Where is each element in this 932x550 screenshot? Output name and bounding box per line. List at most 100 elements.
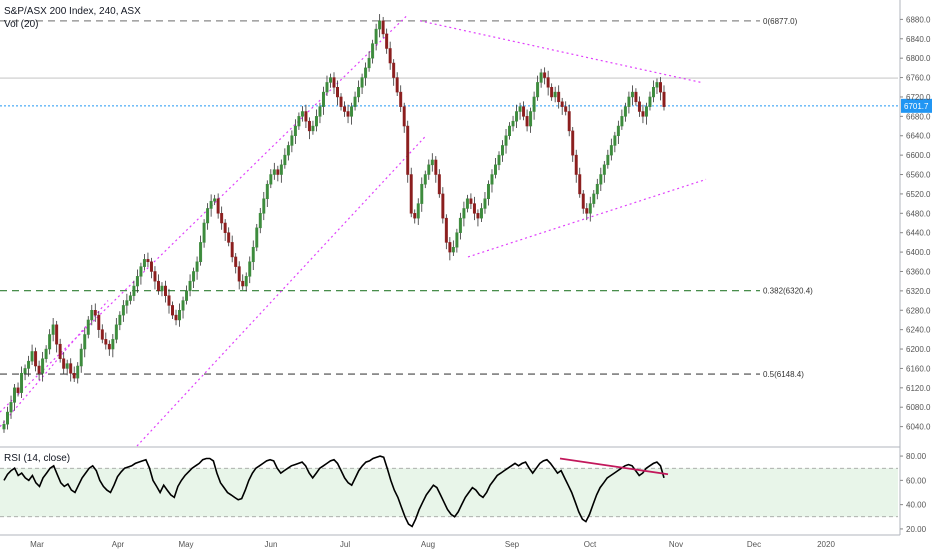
candle-body [553,91,557,98]
candle-body [237,266,241,282]
candle-body [409,174,413,214]
candle-body [244,276,248,287]
candle-body [44,348,48,359]
rsi-tick-label: 20.00 [906,525,927,534]
rsi-label: RSI (14, close) [4,453,71,464]
candle-body [567,111,571,132]
price-overlays: 0(6877.0) 0.382(6320.4) 0.5(6148.4) 6701.7 [0,14,932,447]
candle-body [462,208,466,219]
candle-body [662,91,666,107]
fib-label: 0.382(6320.4) [763,287,813,296]
candle-body [332,77,336,88]
price-tick-label: 6600.0 [906,151,931,160]
candle-body [230,242,234,258]
candle-body [178,310,182,321]
candle-body [501,145,504,156]
candle-body [293,125,297,136]
candle-body [469,198,473,204]
candle-body [167,295,171,306]
candle-body [192,271,196,282]
symbol-title: S&P/ASX 200 Index, 240, ASX [4,6,141,17]
candle-body [490,174,494,185]
candle-body [637,101,641,112]
triangle-upper [419,20,702,83]
candle-body [543,72,547,78]
candle-body [174,314,178,321]
candle-body [479,208,483,219]
candle-body [16,387,20,393]
candle-body [511,120,515,127]
price-tick-label: 6440.0 [906,229,931,238]
candle-body [546,77,550,88]
candle-body [62,358,66,369]
price-tick-label: 6040.0 [906,423,931,432]
candle-body [202,222,206,243]
candle-body [508,125,512,136]
candle-body [367,57,371,69]
candle-body [564,106,568,112]
candle-body [76,365,80,379]
candle-body [557,91,561,103]
candle-body [181,300,185,311]
candle-body [107,343,111,350]
candle-body [199,242,203,263]
candle-body [602,164,606,175]
candle-body [188,280,192,292]
candle-body [444,217,448,243]
candle-body [641,111,645,117]
candle-body [20,373,24,393]
rsi-band [0,468,898,517]
candle-body [532,96,536,112]
candle-body [350,106,354,117]
candle-body [388,48,392,64]
candle-body [416,203,420,219]
price-tick-label: 6480.0 [906,209,931,218]
time-tick-label: Oct [584,540,597,549]
candle-body [399,91,403,107]
candle-body [455,232,459,248]
rsi-tick-label: 80.00 [906,452,927,461]
price-tick-label: 6240.0 [906,326,931,335]
candle-body [434,159,438,175]
candle-body [90,310,94,321]
candle-body [574,154,578,175]
candle-body [616,125,620,136]
candle-body [413,213,417,219]
candle-body [6,411,9,425]
candle-body [93,310,97,316]
candle-body [9,402,13,413]
candle-body [360,77,364,88]
candle-body [265,183,269,200]
candle-body [83,334,87,350]
candle-body [234,256,238,267]
price-tick-label: 6720.0 [906,93,931,102]
candle-body [279,164,283,175]
candle-body [357,87,361,98]
candle-body [659,82,662,93]
time-tick-label: 2020 [817,540,835,549]
candle-body [185,290,189,301]
candle-body [613,135,617,146]
time-tick-label: Apr [112,540,125,549]
candle-body [592,193,596,204]
candle-body [529,111,533,127]
candle-body [286,145,290,156]
candle-body [139,266,143,277]
price-tick-label: 6520.0 [906,190,931,199]
price-tick-label: 6080.0 [906,403,931,412]
candle-body [336,87,339,98]
candle-body [156,280,160,292]
fib-label: 0(6877.0) [763,17,798,26]
candle-body [395,77,399,93]
candle-body [406,125,410,175]
candle-body [111,339,115,350]
candle-body [2,423,6,430]
candle-body [465,198,469,209]
price-tick-label: 6280.0 [906,306,931,315]
price-tick-label: 6400.0 [906,248,931,257]
candle-body [578,174,582,195]
candle-body [606,154,610,166]
candle-body [27,360,31,369]
candle-body [23,368,27,374]
